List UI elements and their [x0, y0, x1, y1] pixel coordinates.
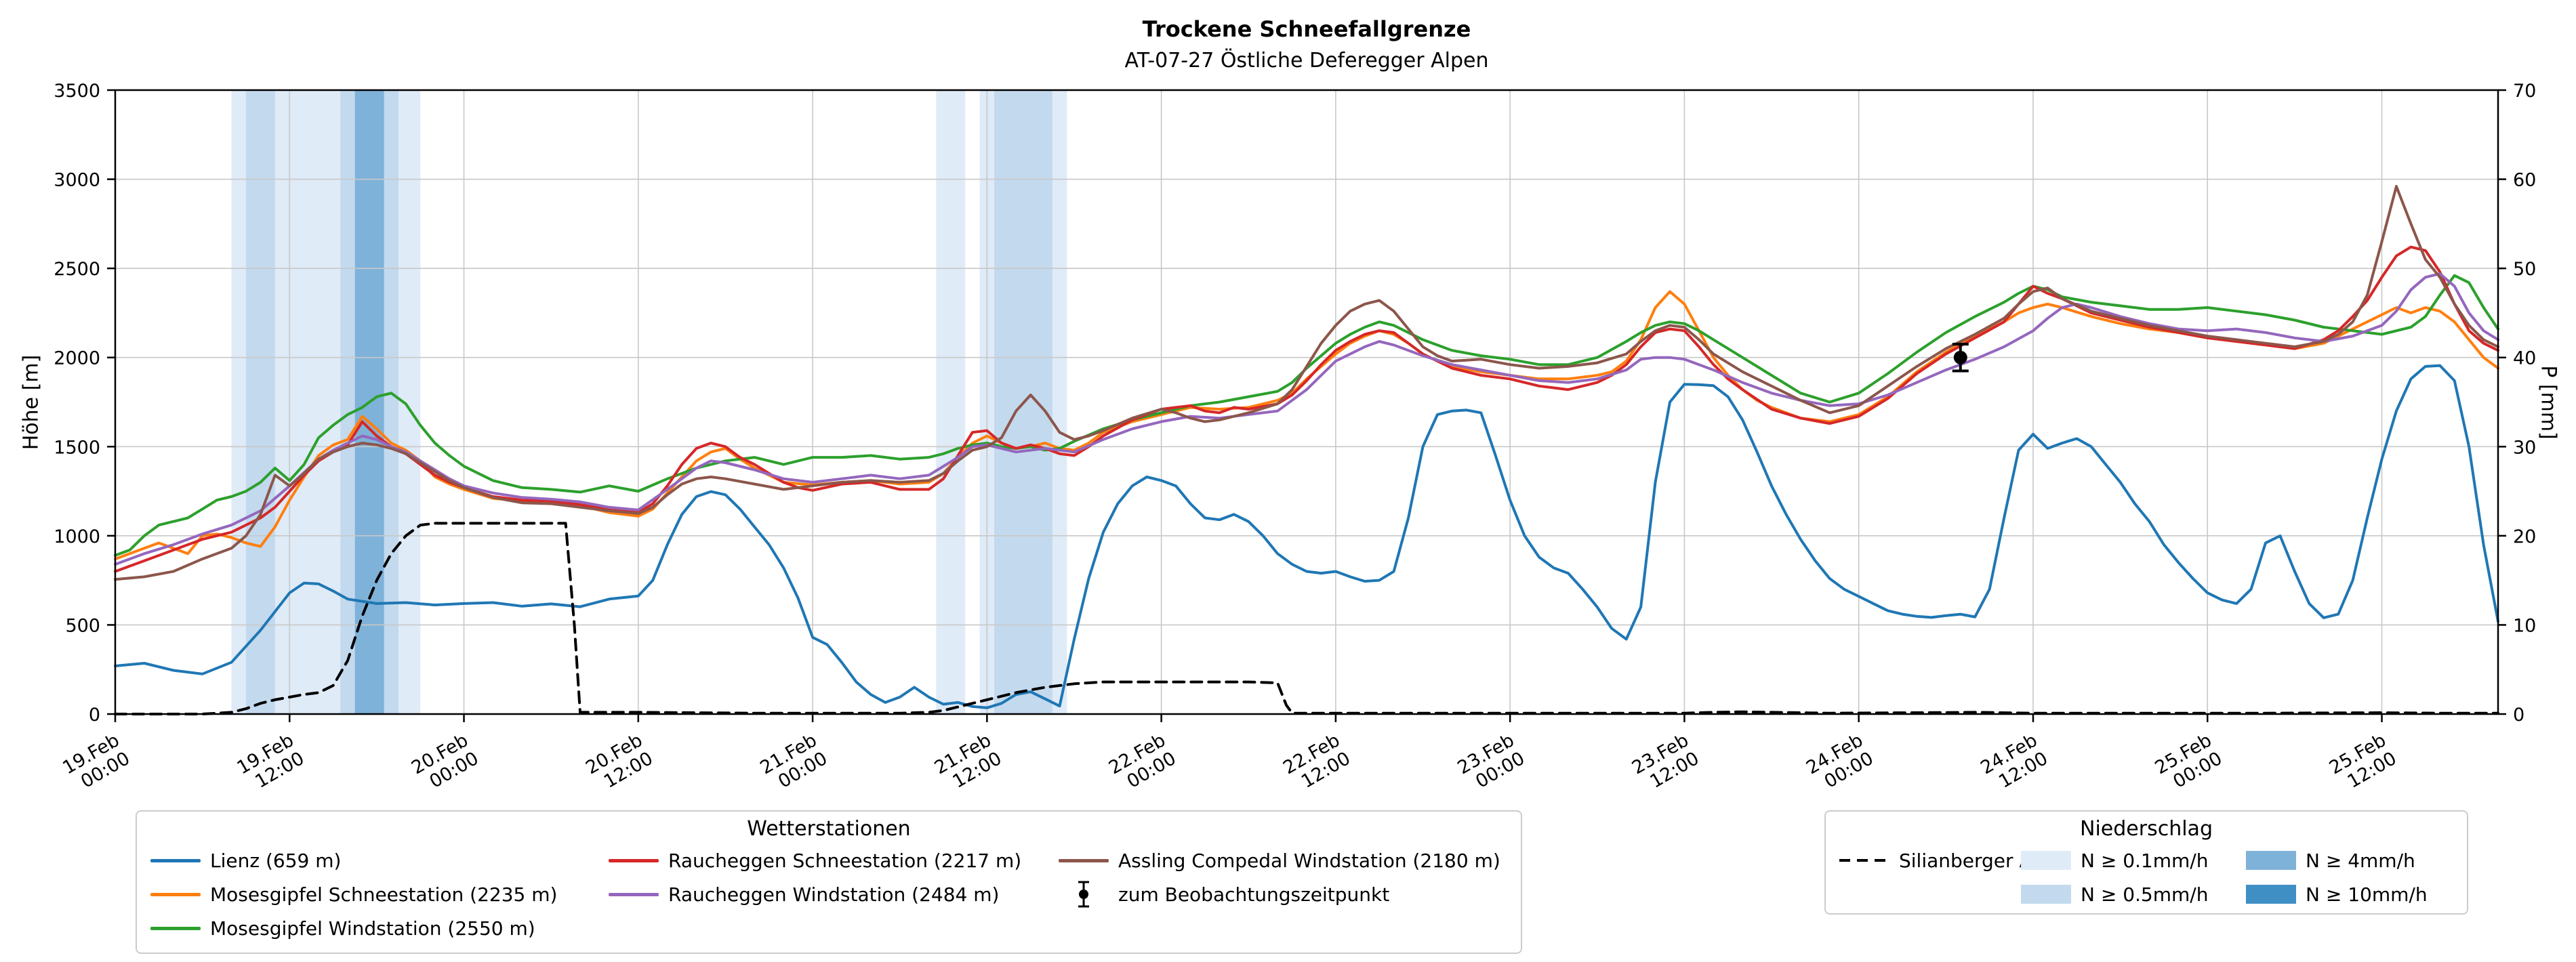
precip-band [245, 90, 275, 714]
legend-item: Mosesgipfel Schneestation (2235 m) [150, 877, 609, 911]
plot-frame [114, 89, 2499, 715]
line-swatch [150, 926, 201, 930]
legend-item: N ≥ 10mm/h [2246, 877, 2428, 911]
y-left-tick-label: 0 [89, 705, 100, 726]
series-assling-compedal-windstation [114, 185, 2499, 581]
series-mosesgipfel-schneestation [114, 290, 2499, 561]
legend-wetterstationen: Wetterstationen Lienz (659 m) Mosesgipfel… [136, 810, 1522, 954]
legend-column: Lienz (659 m) Mosesgipfel Schneestation (… [150, 843, 609, 945]
y-right-tick-label: 30 [2513, 437, 2536, 458]
y-axis-label-left: Höhe [m] [19, 354, 43, 451]
legend-column: Assling Compedal Windstation (2180 m) zum… [1059, 843, 1500, 945]
line-swatch [609, 892, 659, 896]
legend-item: N ≥ 4mm/h [2246, 843, 2428, 877]
legend-item: Mosesgipfel Windstation (2550 m) [150, 911, 609, 945]
legend-wetterstationen-items: Lienz (659 m) Mosesgipfel Schneestation (… [137, 841, 1521, 949]
line-swatch [1059, 858, 1109, 862]
errorbar-marker-swatch [1059, 879, 1109, 909]
y-left-tick-label: 3500 [54, 81, 100, 102]
legend-item: Raucheggen Windstation (2484 m) [609, 877, 1059, 911]
y-right-tick-label: 20 [2513, 526, 2536, 547]
legend-column: Raucheggen Schneestation (2217 m) Raucheg… [609, 843, 1059, 945]
y-left-tick-label: 2000 [54, 348, 100, 369]
y-left-tick-label: 500 [65, 615, 100, 636]
legend-label: Raucheggen Windstation (2484 m) [668, 883, 1000, 906]
legend-item: Silianberger Alm [1839, 843, 2056, 877]
precip-band [936, 90, 966, 714]
legend-column: N ≥ 0.1mm/h N ≥ 0.5mm/h [2021, 843, 2246, 911]
y-right-tick-label: 60 [2513, 170, 2536, 191]
legend-wetterstationen-title: Wetterstationen [747, 817, 911, 841]
line-swatch [150, 858, 201, 862]
y-axis-label-right: P [mm] [2536, 365, 2560, 440]
observation-marker [1953, 350, 1967, 364]
y-right-tick-label: 50 [2513, 259, 2536, 280]
legend-label: Mosesgipfel Schneestation (2235 m) [210, 883, 558, 906]
series-lienz [114, 364, 2499, 709]
series-raucheggen-windstation [114, 272, 2499, 566]
legend-item: Lienz (659 m) [150, 843, 609, 877]
legend-label: N ≥ 4mm/h [2306, 849, 2415, 872]
line-swatch [609, 858, 659, 862]
legend-item: zum Beobachtungszeitpunkt [1059, 877, 1500, 911]
chart-title: Trockene Schneefallgrenze [1142, 16, 1471, 42]
legend-label: N ≥ 10mm/h [2306, 883, 2428, 906]
y-right-tick-label: 70 [2513, 81, 2536, 102]
legend-item: N ≥ 0.5mm/h [2021, 877, 2246, 911]
legend-niederschlag-items: Silianberger Alm N ≥ 0.1mm/h N ≥ 0.5mm/h N … [1826, 841, 2467, 915]
legend-label: Assling Compedal Windstation (2180 m) [1118, 849, 1500, 872]
legend-label: Mosesgipfel Windstation (2550 m) [210, 917, 535, 940]
y-left-tick-label: 1500 [54, 437, 100, 458]
y-right-tick-label: 0 [2513, 705, 2524, 726]
legend-item: Assling Compedal Windstation (2180 m) [1059, 843, 1500, 877]
dashed-line-swatch [1839, 859, 1889, 862]
y-right-tick-label: 40 [2513, 348, 2536, 369]
legend-label: Raucheggen Schneestation (2217 m) [668, 849, 1022, 872]
legend-column: N ≥ 4mm/h N ≥ 10mm/h [2246, 843, 2428, 911]
legend-label: N ≥ 0.5mm/h [2081, 883, 2209, 906]
series-mosesgipfel-windstation [114, 274, 2499, 557]
patch-swatch [2246, 851, 2296, 870]
y-left-tick-label: 1000 [54, 526, 100, 547]
series-silianberger-alm [114, 522, 2499, 715]
chart-subtitle: AT-07-27 Östliche Deferegger Alpen [1124, 49, 1489, 72]
patch-swatch [2246, 885, 2296, 904]
y-right-tick-label: 10 [2513, 615, 2536, 636]
legend-label: zum Beobachtungszeitpunkt [1118, 883, 1390, 906]
legend-niederschlag: Niederschlag Silianberger Alm N ≥ 0.1mm/h… [1824, 810, 2468, 915]
patch-swatch [2021, 885, 2071, 904]
legend-niederschlag-title: Niederschlag [2080, 817, 2213, 841]
legend-column: Silianberger Alm [1839, 843, 2056, 911]
legend-item: Raucheggen Schneestation (2217 m) [609, 843, 1059, 877]
line-swatch [150, 892, 201, 896]
errorbar-marker-icon [1078, 881, 1089, 908]
legend-label: N ≥ 0.1mm/h [2081, 849, 2209, 872]
legend-item: N ≥ 0.1mm/h [2021, 843, 2246, 877]
patch-swatch [2021, 851, 2071, 870]
y-left-tick-label: 3000 [54, 170, 100, 191]
legend-label: Lienz (659 m) [210, 849, 342, 872]
y-left-tick-label: 2500 [54, 259, 100, 280]
